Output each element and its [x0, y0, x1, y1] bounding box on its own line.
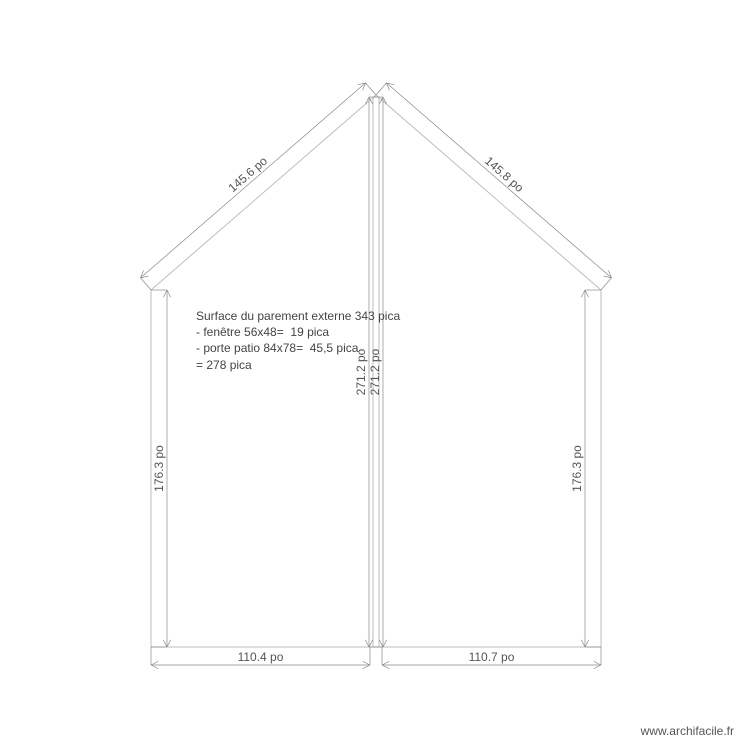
elevation-drawing: 145.6 po145.8 po176.3 po176.3 po271.2 po…	[0, 0, 750, 750]
svg-text:110.7 po: 110.7 po	[469, 650, 515, 664]
svg-text:110.4 po: 110.4 po	[238, 650, 284, 664]
watermark: www.archifacile.fr	[641, 724, 734, 738]
svg-text:176.3 po: 176.3 po	[152, 445, 166, 492]
surface-note: Surface du parement externe 343 pica- fe…	[196, 308, 400, 373]
svg-text:145.8 po: 145.8 po	[482, 154, 527, 195]
svg-text:145.6 po: 145.6 po	[226, 154, 271, 195]
svg-text:176.3 po: 176.3 po	[570, 445, 584, 492]
